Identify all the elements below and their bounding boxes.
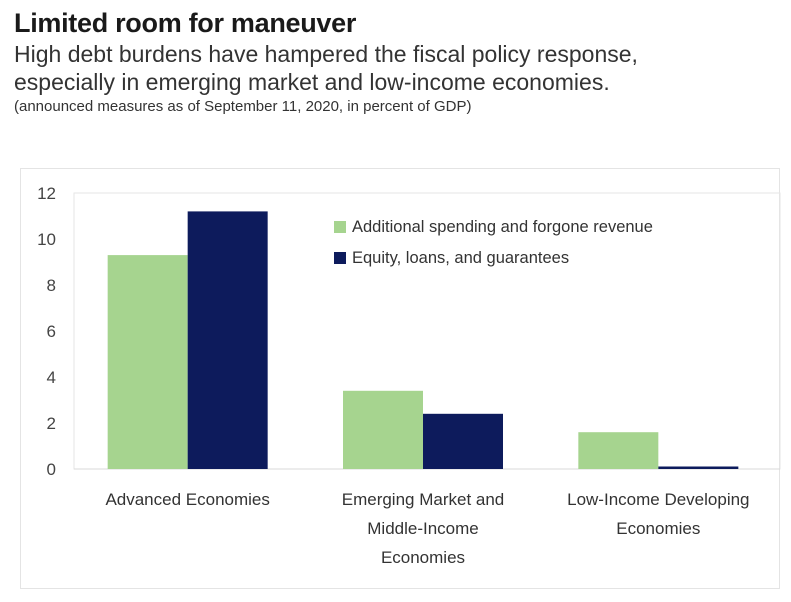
- bar-spending: [343, 390, 423, 469]
- x-category-label: Advanced Economies: [105, 490, 269, 509]
- bar-spending: [107, 255, 188, 469]
- y-tick-label: 8: [47, 276, 56, 295]
- chart-note: (announced measures as of September 11, …: [14, 98, 472, 115]
- y-tick-label: 10: [37, 230, 56, 249]
- subtitle-line-1: High debt burdens have hampered the fisc…: [14, 41, 638, 67]
- bar-equity: [187, 211, 268, 469]
- x-category-label: Low-Income Developing: [567, 490, 749, 509]
- x-category-label: Middle-Income: [367, 519, 479, 538]
- bar-equity: [658, 466, 739, 469]
- legend-swatch: [334, 221, 346, 233]
- bar-spending: [578, 432, 659, 469]
- x-category-label: Economies: [616, 519, 700, 538]
- legend-label: Equity, loans, and guarantees: [352, 249, 569, 267]
- x-category-label: Economies: [381, 548, 465, 567]
- bar-equity: [423, 413, 503, 469]
- y-tick-label: 6: [47, 322, 56, 341]
- x-category-label: Emerging Market and: [342, 490, 505, 509]
- y-tick-label: 4: [47, 368, 56, 387]
- y-tick-label: 0: [47, 460, 56, 479]
- plot-area: 0 2 4 6 8 10 12 Advanced Economies Emerging Mark…: [37, 184, 781, 567]
- subtitle-line-2: especially in emerging market and low-in…: [14, 69, 610, 95]
- chart-title: Limited room for maneuver: [14, 8, 357, 38]
- y-tick-label: 2: [47, 414, 56, 433]
- chart-subtitle: High debt burdens have hampered the fisc…: [14, 40, 784, 96]
- y-tick-label: 12: [37, 184, 56, 203]
- legend-label: Additional spending and forgone revenue: [352, 218, 653, 236]
- legend-swatch: [334, 252, 346, 264]
